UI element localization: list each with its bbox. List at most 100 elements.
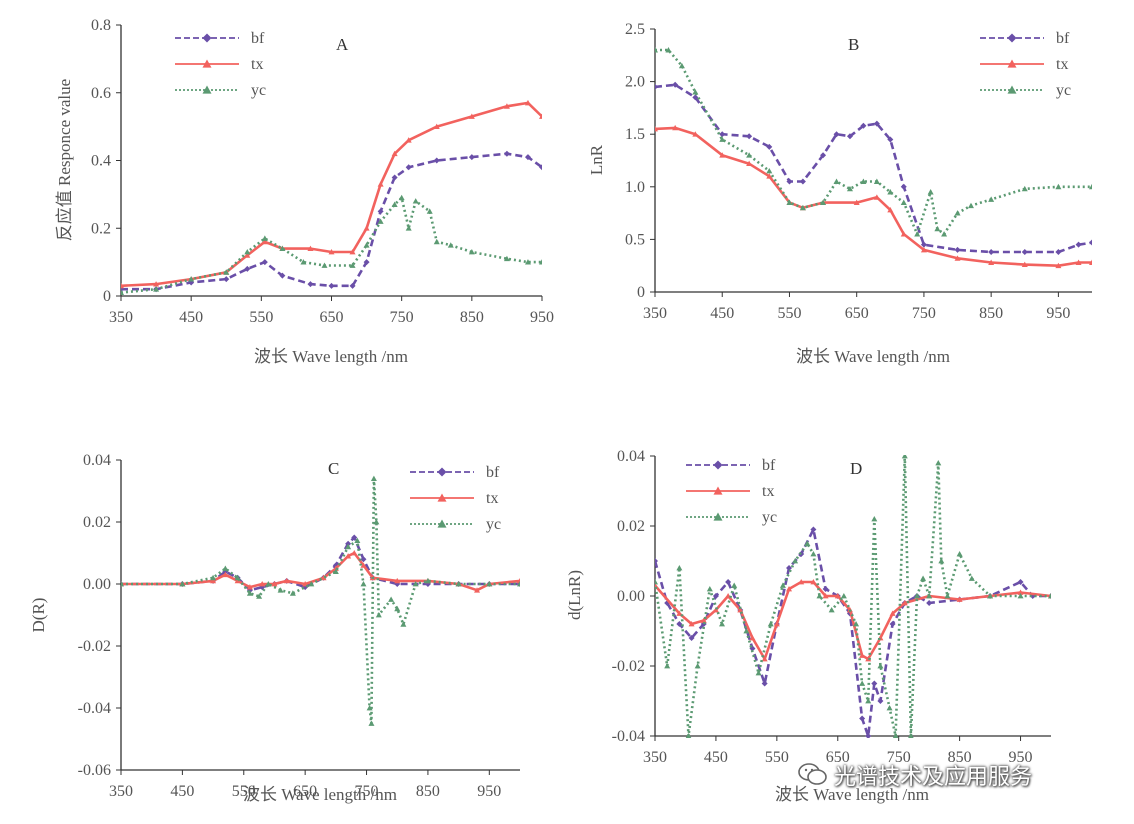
data-point-b-yc-8 xyxy=(799,204,806,211)
data-point-d-yc-29 xyxy=(926,593,933,599)
x-tick-label-a-2: 550 xyxy=(249,309,273,326)
legend-label-c-yc: yc xyxy=(486,516,501,533)
data-point-a-yc-14 xyxy=(405,225,412,231)
data-point-d-bf-18 xyxy=(865,733,872,738)
data-point-d-yc-8 xyxy=(743,628,750,634)
legend-marker-c-tx xyxy=(437,493,447,502)
data-point-d-yc-10 xyxy=(767,621,774,627)
data-point-b-yc-3 xyxy=(692,89,699,95)
legend-label-c-tx: tx xyxy=(486,490,498,507)
data-point-d-bf-3 xyxy=(688,635,695,641)
data-point-c-yc-19 xyxy=(375,612,382,618)
data-point-a-yc-20 xyxy=(503,255,510,262)
data-point-a-bf-11 xyxy=(377,208,384,215)
data-point-d-yc-12 xyxy=(792,558,799,564)
data-point-b-bf-14 xyxy=(900,183,907,190)
data-point-c-yc-25 xyxy=(455,581,462,587)
data-point-b-bf-10 xyxy=(846,133,853,140)
data-point-b-bf-19 xyxy=(1055,249,1062,256)
series-line-d-yc xyxy=(655,455,1051,738)
x-tick-label-c-4: 750 xyxy=(355,783,379,800)
chart-panel-d: 350 450 550 650 750 850 950 -0.04 -0.02 0.00 0.02 0… xyxy=(612,448,1051,766)
x-tick-label-d-5: 850 xyxy=(948,749,972,766)
data-point-a-tx-16 xyxy=(503,103,510,109)
data-point-a-bf-16 xyxy=(503,150,510,157)
data-point-d-bf-14 xyxy=(822,586,829,592)
data-point-a-yc-8 xyxy=(321,262,328,268)
data-point-d-tx-3 xyxy=(700,617,707,623)
panel-label-b: B xyxy=(848,35,859,54)
data-point-c-tx-13 xyxy=(351,550,358,556)
data-point-d-bf-2 xyxy=(676,621,683,627)
y-tick-label-d-3: 0.02 xyxy=(617,518,645,535)
data-point-d-yc-14 xyxy=(810,551,817,557)
legend-marker-b-bf xyxy=(1007,33,1017,43)
data-point-c-yc-0 xyxy=(121,581,124,587)
data-point-b-bf-2 xyxy=(692,94,699,101)
data-point-d-yc-28 xyxy=(920,575,927,581)
data-point-a-tx-7 xyxy=(307,245,314,251)
x-tick-label-a-1: 450 xyxy=(179,309,203,326)
x-axis-title-d: 波长 Wave length /nm xyxy=(775,785,929,804)
data-point-b-yc-0 xyxy=(655,47,658,53)
x-tick-label-b-4: 750 xyxy=(912,305,936,322)
y-axis-title-d: d(LnR) xyxy=(565,570,584,620)
data-point-a-tx-12 xyxy=(391,150,398,157)
data-point-d-yc-1 xyxy=(664,663,671,669)
data-point-d-tx-16 xyxy=(859,652,866,658)
y-tick-label-c-5: 0.04 xyxy=(83,452,111,469)
data-point-b-bf-12 xyxy=(873,120,880,127)
data-point-b-bf-15 xyxy=(920,241,927,248)
data-point-b-bf-1 xyxy=(672,81,679,88)
data-point-c-yc-2 xyxy=(210,574,217,581)
data-point-b-tx-3 xyxy=(719,152,726,158)
data-point-d-bf-13 xyxy=(810,526,817,533)
data-point-a-yc-4 xyxy=(244,248,251,255)
data-point-b-bf-5 xyxy=(766,143,773,150)
data-point-b-tx-18 xyxy=(1075,259,1082,265)
data-point-d-yc-22 xyxy=(877,663,884,669)
data-point-c-yc-16 xyxy=(368,720,375,726)
data-point-d-tx-11 xyxy=(798,579,805,585)
data-point-b-yc-12 xyxy=(860,178,867,184)
data-point-b-yc-19 xyxy=(941,231,948,237)
data-point-b-tx-5 xyxy=(766,173,773,179)
y-tick-label-b-2: 1.0 xyxy=(625,179,645,196)
series-group-c xyxy=(121,475,520,726)
data-point-d-tx-0 xyxy=(655,582,658,588)
data-point-d-tx-14 xyxy=(834,593,841,599)
data-point-c-tx-5 xyxy=(246,584,253,590)
legend-marker-d-yc xyxy=(713,512,723,521)
y-tick-label-c-2: -0.02 xyxy=(78,638,111,655)
data-point-d-tx-9 xyxy=(773,621,780,627)
x-tick-label-c-2: 550 xyxy=(232,783,256,800)
x-tick-label-b-2: 550 xyxy=(777,305,801,322)
y-tick-label-c-1: -0.04 xyxy=(78,700,111,717)
data-point-d-yc-16 xyxy=(828,607,835,613)
legend-label-b-yc: yc xyxy=(1056,82,1071,99)
data-point-b-tx-15 xyxy=(988,259,995,265)
x-tick-label-a-0: 350 xyxy=(109,309,133,326)
data-point-c-tx-4 xyxy=(234,577,241,584)
data-point-d-yc-36 xyxy=(1017,593,1024,599)
data-point-a-bf-12 xyxy=(391,174,398,181)
x-tick-label-a-3: 650 xyxy=(320,309,344,326)
data-point-b-yc-20 xyxy=(954,210,961,216)
legend-d: bf tx yc xyxy=(686,457,777,526)
data-point-d-tx-17 xyxy=(865,656,872,662)
data-point-d-yc-34 xyxy=(968,575,975,581)
series-line-c-bf xyxy=(121,536,520,592)
data-point-a-tx-17 xyxy=(524,99,531,106)
data-point-d-yc-6 xyxy=(719,621,726,627)
data-point-b-tx-10 xyxy=(873,194,880,200)
data-point-d-yc-17 xyxy=(840,593,847,599)
legend-label-a-yc: yc xyxy=(251,82,266,99)
data-point-d-tx-6 xyxy=(737,607,744,613)
data-point-b-yc-10 xyxy=(833,178,840,184)
data-point-b-yc-25 xyxy=(1089,183,1092,190)
data-point-c-tx-14 xyxy=(360,562,367,568)
data-point-b-yc-7 xyxy=(786,199,793,205)
data-point-a-bf-3 xyxy=(223,276,230,283)
data-point-b-bf-17 xyxy=(988,249,995,256)
data-point-a-tx-11 xyxy=(377,181,384,187)
